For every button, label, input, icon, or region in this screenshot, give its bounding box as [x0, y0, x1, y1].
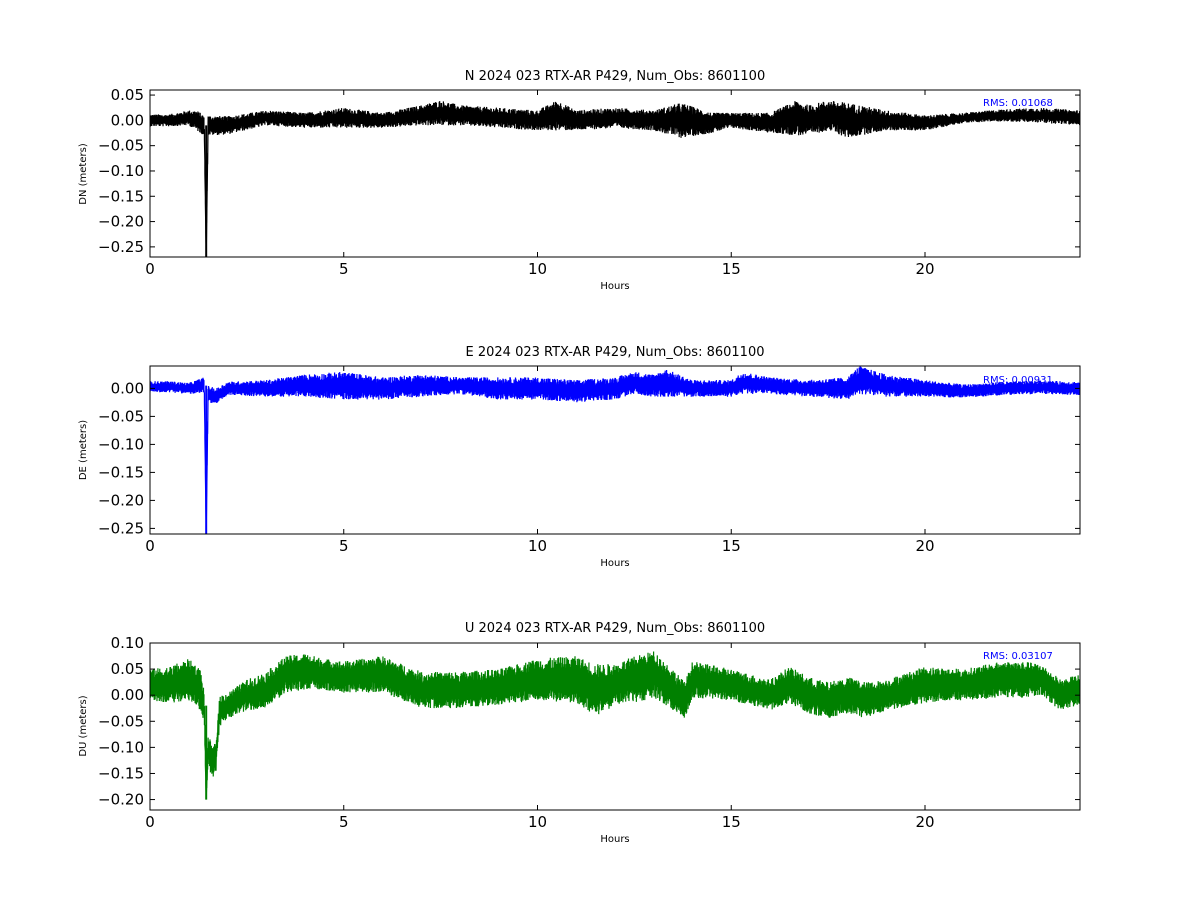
x-tick-label: 15 — [722, 537, 741, 555]
axes-frame — [149, 89, 1081, 258]
series-line — [150, 366, 1080, 529]
y-tick-label: −0.15 — [98, 187, 144, 205]
y-tick-label: 0.00 — [111, 686, 144, 704]
x-tick-label: 10 — [528, 813, 547, 831]
x-tick-label: 20 — [915, 260, 934, 278]
rms-annotation: RMS: 0.00931 — [983, 375, 1053, 386]
subplot-up: U 2024 023 RTX-AR P429, Num_Obs: 8601100… — [78, 621, 1081, 845]
subplot-title: U 2024 023 RTX-AR P429, Num_Obs: 8601100 — [465, 621, 765, 636]
y-tick-label: −0.10 — [98, 162, 144, 180]
x-tick-label: 10 — [528, 260, 547, 278]
x-tick-label: 0 — [145, 260, 155, 278]
axes-frame — [149, 642, 1081, 811]
y-tick-label: −0.20 — [98, 791, 144, 809]
x-tick-label: 15 — [722, 813, 741, 831]
x-tick-label: 0 — [145, 813, 155, 831]
y-axis-label: DU (meters) — [78, 695, 89, 756]
y-tick-label: −0.05 — [98, 407, 144, 425]
y-tick-label: −0.05 — [98, 712, 144, 730]
y-tick-label: 0.00 — [111, 111, 144, 129]
x-axis-label: Hours — [600, 834, 629, 845]
series-line — [150, 651, 1080, 798]
subplot-east: E 2024 023 RTX-AR P429, Num_Obs: 8601100… — [78, 345, 1081, 569]
y-tick-label: −0.25 — [98, 519, 144, 537]
x-tick-label: 0 — [145, 537, 155, 555]
subplot-north: N 2024 023 RTX-AR P429, Num_Obs: 8601100… — [78, 69, 1081, 292]
y-tick-label: 0.10 — [111, 634, 144, 652]
x-tick-label: 5 — [339, 537, 349, 555]
subplot-title: E 2024 023 RTX-AR P429, Num_Obs: 8601100 — [466, 345, 765, 360]
rms-annotation: RMS: 0.03107 — [983, 651, 1053, 662]
y-tick-label: −0.20 — [98, 213, 144, 231]
x-tick-label: 20 — [915, 537, 934, 555]
y-tick-label: −0.20 — [98, 491, 144, 509]
y-tick-label: −0.15 — [98, 463, 144, 481]
rms-annotation: RMS: 0.01068 — [983, 98, 1053, 109]
y-axis-label: DE (meters) — [78, 420, 89, 480]
x-tick-label: 20 — [915, 813, 934, 831]
y-tick-label: 0.05 — [111, 86, 144, 104]
x-axis-label: Hours — [600, 558, 629, 569]
y-tick-label: 0.00 — [111, 379, 144, 397]
subplot-title: N 2024 023 RTX-AR P429, Num_Obs: 8601100 — [465, 69, 765, 84]
y-tick-label: −0.25 — [98, 238, 144, 256]
x-tick-label: 5 — [339, 813, 349, 831]
y-tick-label: −0.10 — [98, 435, 144, 453]
x-tick-label: 15 — [722, 260, 741, 278]
y-tick-label: −0.05 — [98, 137, 144, 155]
series-line — [150, 101, 1080, 253]
x-tick-label: 5 — [339, 260, 349, 278]
x-tick-label: 10 — [528, 537, 547, 555]
x-axis-label: Hours — [600, 281, 629, 292]
y-tick-label: −0.15 — [98, 764, 144, 782]
y-tick-label: −0.10 — [98, 738, 144, 756]
y-axis-label: DN (meters) — [78, 143, 89, 205]
y-tick-label: 0.05 — [111, 660, 144, 678]
axes-frame — [149, 365, 1081, 535]
